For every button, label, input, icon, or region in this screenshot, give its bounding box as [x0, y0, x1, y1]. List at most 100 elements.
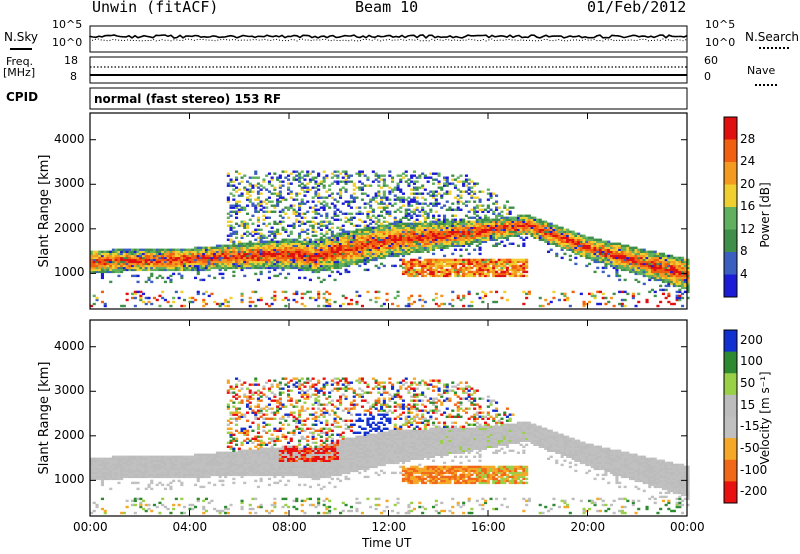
- power-cell: [443, 176, 447, 179]
- power-cell: [670, 278, 674, 282]
- power-cell: [183, 298, 187, 302]
- power-cell: [503, 206, 507, 209]
- power-cell: [262, 252, 266, 256]
- power-cell: [163, 254, 167, 258]
- power-cell: [317, 296, 321, 300]
- power-cell: [434, 210, 438, 213]
- power-cell: [133, 262, 137, 266]
- power-cell: [360, 234, 364, 237]
- power-cell: [147, 264, 151, 268]
- power-cell: [596, 240, 600, 243]
- power-cell: [453, 224, 457, 227]
- power-cell: [317, 212, 321, 215]
- power-cell: [607, 258, 611, 262]
- power-cell: [415, 272, 419, 276]
- power-cell: [404, 222, 408, 225]
- power-cell: [579, 244, 583, 247]
- power-cell: [273, 274, 277, 278]
- power-cell: [588, 238, 592, 241]
- power-cell: [426, 192, 430, 195]
- power-cell: [325, 264, 329, 268]
- power-cell: [317, 270, 321, 274]
- power-cell: [577, 236, 581, 239]
- power-cell: [588, 300, 592, 304]
- power-cell: [667, 258, 671, 262]
- power-cell: [347, 174, 351, 177]
- power-cell: [303, 216, 307, 219]
- power-cell: [683, 282, 687, 286]
- power-cell: [456, 220, 460, 223]
- power-cell: [401, 226, 405, 229]
- power-cell: [303, 212, 307, 215]
- power-cell: [369, 256, 373, 260]
- power-cell: [284, 276, 288, 280]
- power-cell: [273, 296, 277, 300]
- power-cell: [95, 296, 99, 300]
- power-cell: [631, 266, 635, 270]
- power-cell: [204, 256, 208, 260]
- power-cell: [391, 190, 395, 193]
- power-cell: [661, 278, 665, 282]
- power-cell: [626, 252, 630, 256]
- power-cell: [161, 268, 165, 272]
- power-cell: [287, 252, 291, 256]
- power-cell: [251, 184, 255, 187]
- power-cell: [295, 178, 299, 181]
- power-cell: [547, 302, 551, 306]
- power-cell: [626, 262, 630, 266]
- power-cell: [248, 198, 252, 201]
- power-cell: [237, 204, 241, 207]
- power-cell: [568, 304, 572, 308]
- power-cell: [596, 238, 600, 241]
- velocity-cell: [117, 463, 121, 467]
- power-cell: [251, 186, 255, 189]
- power-cell: [563, 228, 567, 231]
- power-cell: [207, 264, 211, 268]
- power-cell: [393, 230, 397, 233]
- power-cell: [196, 258, 200, 262]
- power-cell: [440, 186, 444, 189]
- power-cell: [380, 210, 384, 213]
- power-cell: [369, 216, 373, 219]
- power-cell: [522, 266, 526, 270]
- power-cell: [418, 202, 422, 205]
- power-cell: [237, 258, 241, 262]
- power-cell: [254, 272, 258, 276]
- power-cell: [437, 186, 441, 189]
- power-cell: [300, 228, 304, 231]
- power-cell: [267, 180, 271, 183]
- power-cell: [196, 250, 200, 253]
- power-cell: [440, 232, 444, 235]
- power-cell: [516, 232, 520, 235]
- power-cell: [486, 218, 490, 221]
- power-cell: [547, 222, 551, 225]
- power-cell: [117, 258, 121, 262]
- power-cell: [486, 220, 490, 223]
- power-cell: [303, 184, 307, 187]
- power-cell: [626, 266, 630, 270]
- velocity-cell: [147, 465, 151, 469]
- velocity-cell: [142, 467, 146, 471]
- power-cell: [229, 224, 233, 227]
- power-cell: [303, 264, 307, 268]
- power-cell: [492, 192, 496, 195]
- power-cell: [300, 216, 304, 219]
- power-cell: [426, 244, 430, 247]
- power-cell: [514, 230, 518, 233]
- power-cell: [568, 234, 572, 237]
- power-cell: [404, 216, 408, 219]
- power-cell: [300, 268, 304, 272]
- power-cell: [391, 234, 395, 237]
- power-cell: [456, 268, 460, 272]
- power-cell: [522, 260, 526, 264]
- power-cell: [360, 182, 364, 185]
- power-cell: [453, 208, 457, 211]
- power-cell: [467, 226, 471, 229]
- power-cell: [243, 262, 247, 266]
- power-cell: [202, 254, 206, 258]
- power-cell: [598, 302, 602, 306]
- power-cell: [549, 226, 553, 229]
- power-cell: [163, 280, 167, 284]
- power-cell: [284, 264, 288, 268]
- velocity-cell: [109, 467, 113, 471]
